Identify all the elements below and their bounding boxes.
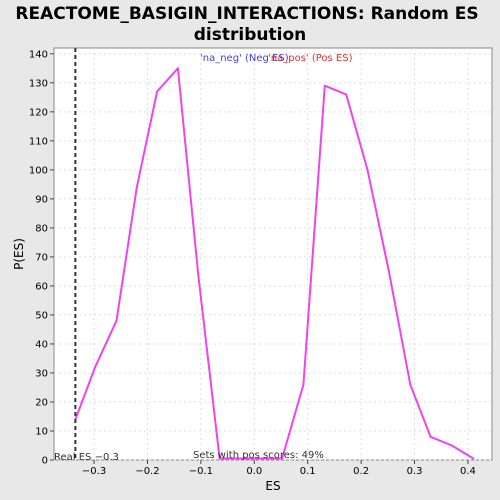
es-data-point xyxy=(218,457,221,460)
y-tick-label: 70 xyxy=(35,252,48,263)
y-tick-label: 130 xyxy=(29,78,48,89)
y-tick-label: 40 xyxy=(35,339,48,350)
es-data-point xyxy=(323,84,326,87)
x-tick-label: −0.2 xyxy=(135,466,159,477)
es-data-point xyxy=(387,270,390,273)
es-data-point xyxy=(156,90,159,93)
es-data-point xyxy=(135,186,138,189)
es-data-point xyxy=(450,444,453,447)
y-tick-label: 0 xyxy=(42,456,48,467)
es-data-point xyxy=(281,457,284,460)
x-tick-label: 0.3 xyxy=(407,466,423,477)
y-tick-label: 30 xyxy=(35,368,48,379)
y-tick-label: 20 xyxy=(35,397,48,408)
es-distribution-line xyxy=(74,67,474,460)
axis-layer: 0 10 20 30 40 50 60 70 80 90 100 110 120 130 140 −0.3 −0… xyxy=(29,49,476,477)
y-axis-label: P(ES) xyxy=(12,238,26,270)
es-data-point xyxy=(259,457,262,460)
y-tick-label: 10 xyxy=(35,426,48,437)
es-data-point xyxy=(345,93,348,96)
x-axis-label: ES xyxy=(265,479,280,493)
y-tick-label: 110 xyxy=(29,136,48,147)
x-tick-label: 0.1 xyxy=(300,466,316,477)
y-tick-label: 60 xyxy=(35,281,48,292)
chart-title-line-1: REACTOME_BASIGIN_INTERACTIONS: Random ES xyxy=(15,4,478,24)
grid-layer xyxy=(54,48,492,461)
es-data-point xyxy=(302,383,305,386)
es-data-point xyxy=(115,319,118,322)
x-tick-label: 0.0 xyxy=(246,466,262,477)
es-data-point xyxy=(409,383,412,386)
x-tick-label: −0.1 xyxy=(189,466,213,477)
es-data-point xyxy=(238,457,241,460)
y-tick-label: 90 xyxy=(35,194,48,205)
es-data-point xyxy=(472,457,475,460)
real-es-annotation: Real ES −0.3 xyxy=(54,452,119,463)
y-tick-label: 120 xyxy=(29,107,48,118)
y-tick-label: 140 xyxy=(29,49,48,60)
legend-entry-neg: 'na_neg' (Neg ES) xyxy=(200,53,289,64)
y-tick-label: 50 xyxy=(35,310,48,321)
es-data-point xyxy=(94,366,97,369)
x-tick-label: 0.4 xyxy=(460,466,476,477)
x-tick-label: 0.2 xyxy=(353,466,369,477)
chart-title-line-2: distribution xyxy=(194,25,306,45)
es-data-point xyxy=(176,67,179,70)
es-data-point xyxy=(429,435,432,438)
y-tick-label: 80 xyxy=(35,223,48,234)
es-data-point xyxy=(197,273,200,276)
pos-scores-annotation: Sets with pos scores: 49% xyxy=(193,450,324,461)
es-data-point xyxy=(366,168,369,171)
plot-area xyxy=(53,47,493,461)
legend-entry-pos: 'na_pos' (Pos ES) xyxy=(268,53,353,64)
x-tick-label: −0.3 xyxy=(82,466,106,477)
y-tick-label: 100 xyxy=(29,165,48,176)
